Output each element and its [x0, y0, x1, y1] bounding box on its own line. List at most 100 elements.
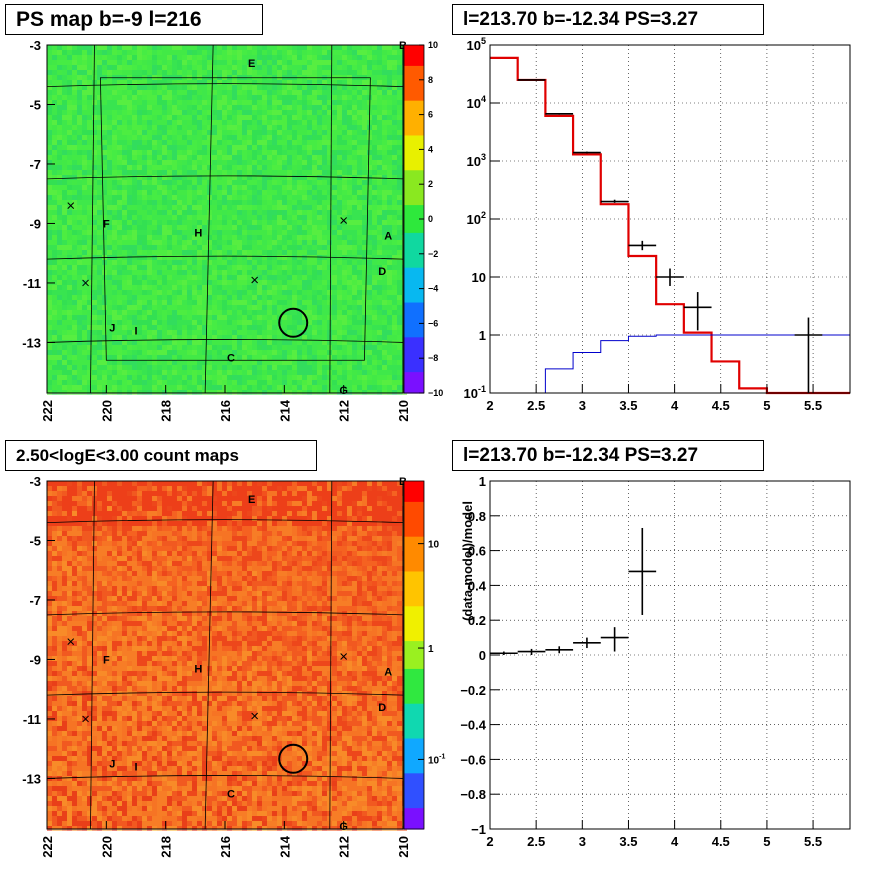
- count-x-tick-label: 218: [159, 836, 174, 858]
- count-colorbar-segment: [404, 655, 424, 663]
- ps-colorbar-segment: [404, 288, 424, 297]
- ps-colorbar-segment: [404, 107, 424, 116]
- ps-source-label: I: [134, 326, 137, 338]
- ps-source-label: E: [248, 58, 255, 70]
- count-colorbar-segment: [404, 745, 424, 754]
- count-colorbar-segment: [404, 606, 424, 614]
- count-colorbar-segment: [404, 675, 424, 684]
- ps-y-tick-label: -13: [22, 335, 41, 350]
- count-colorbar-segment: [404, 620, 424, 628]
- count-colorbar-label: 10: [428, 540, 440, 551]
- spectrum-y-tick-label: 104: [467, 94, 486, 111]
- count-colorbar-segment: [404, 522, 424, 531]
- ps-grid-parallel: [46, 83, 404, 88]
- ps-colorbar-segment: [404, 232, 424, 241]
- count-grid-parallel: [46, 691, 404, 696]
- ps-colorbar-segment: [404, 260, 424, 269]
- count-colorbar: 10 1 10-1: [403, 480, 445, 830]
- count-colorbar-segment: [404, 738, 424, 747]
- count-colorbar-segment: [404, 529, 424, 538]
- count-colorbar-segment: [404, 794, 424, 802]
- residual-y-tick-label: −0.4: [460, 718, 486, 733]
- ps-colorbar-segment: [404, 114, 424, 123]
- spectrum-x-tick-label: 3.5: [619, 398, 637, 413]
- ps-x-tick-label: 218: [159, 400, 174, 422]
- ps-y-tick-label: -3: [29, 38, 41, 53]
- ps-grid-parallel: [46, 339, 404, 343]
- ps-colorbar-segment: [404, 163, 424, 171]
- ps-colorbar-segment: [404, 372, 424, 380]
- ps-colorbar-segment: [404, 135, 424, 144]
- count-x-tick-label: 214: [277, 835, 292, 857]
- ps-colorbar-segment: [404, 149, 424, 157]
- ps-colorbar-label: −8: [428, 353, 438, 363]
- count-y-tick-label: -7: [29, 593, 41, 608]
- ps-source-marker: [340, 217, 348, 224]
- count-colorbar-segment: [404, 599, 424, 607]
- count-map-pixels: [47, 506, 407, 831]
- count-colorbar-segment: [404, 613, 424, 621]
- ps-source-label: D: [378, 266, 386, 278]
- ps-grid-parallel: [46, 255, 404, 260]
- ps-colorbar-segment: [404, 212, 424, 220]
- count-grid-meridian: [204, 480, 214, 830]
- count-grid-meridian: [90, 480, 95, 830]
- residual-y-tick-label: 0.8: [468, 509, 486, 524]
- ps-colorbar-segment: [404, 337, 424, 345]
- residual-x-tick-label: 4: [671, 834, 679, 849]
- count-colorbar-segment: [404, 508, 424, 517]
- residual-y-tick-label: −0.2: [460, 683, 486, 698]
- ps-colorbar-segment: [404, 191, 424, 199]
- count-source-marker: [82, 715, 89, 723]
- ps-x-tick-label: 210: [396, 400, 411, 422]
- residual-y-tick-label: 0.6: [468, 544, 486, 559]
- ps-colorbar-segment: [404, 219, 424, 227]
- ps-colorbar-label: 2: [428, 179, 433, 189]
- ps-colorbar-segment: [404, 351, 424, 359]
- ps-colorbar-segment: [404, 302, 424, 311]
- ps-colorbar-label: 6: [428, 110, 433, 120]
- ps-colorbar-label: −6: [428, 318, 438, 328]
- ps-colorbar-segment: [404, 246, 424, 255]
- ps-colorbar-segment: [404, 205, 424, 213]
- ps-colorbar-segment: [404, 267, 424, 276]
- count-grid-parallel: [46, 775, 404, 779]
- ps-source-label: J: [109, 323, 115, 335]
- ps-colorbar-segment: [404, 309, 424, 318]
- ps-grid-meridian: [90, 44, 95, 394]
- count-y-tick-label: -13: [22, 771, 41, 786]
- residual-y-tick-label: 0.4: [468, 578, 487, 593]
- count-colorbar-segment: [404, 752, 424, 760]
- count-colorbar-segment: [404, 787, 424, 795]
- ps-x-tick-label: 222: [40, 400, 55, 422]
- ps-x-tick-label: 212: [337, 400, 352, 422]
- ps-map-pixels: [47, 45, 407, 395]
- spectrum-panel: 2 2.5 3 3.5 4 4.5 5 5.5 10-1 1 10 102 103 104 105: [464, 36, 851, 413]
- spectrum-y-tick-label: 103: [467, 152, 486, 169]
- ps-source-label: F: [103, 218, 110, 230]
- count-colorbar-segment: [404, 773, 424, 781]
- residual-x-tick-label: 3: [579, 834, 586, 849]
- count-colorbar-segment: [404, 710, 424, 719]
- count-colorbar-segment: [404, 717, 424, 726]
- count-colorbar-segment: [404, 494, 424, 503]
- residual-y-tick-label: −1: [471, 822, 486, 837]
- ps-colorbar-segment: [404, 295, 424, 304]
- ps-source-label: C: [227, 352, 235, 364]
- ps-point-source-circle: [278, 307, 309, 338]
- ps-colorbar-segment: [404, 156, 424, 164]
- count-grid-meridian: [329, 480, 333, 830]
- ps-colorbar-label: −10: [428, 388, 443, 398]
- count-colorbar-segment: [404, 668, 424, 677]
- ps-colorbar-segment: [404, 65, 424, 74]
- ps-colorbar-label: 4: [428, 144, 433, 154]
- ps-source-label: H: [194, 227, 202, 239]
- spectrum-x-tick-label: 5: [763, 398, 770, 413]
- ps-grid-parallel: [46, 175, 404, 180]
- count-colorbar-segment: [404, 766, 424, 774]
- ps-colorbar-label: −4: [428, 284, 438, 294]
- ps-grid-meridian: [204, 44, 214, 394]
